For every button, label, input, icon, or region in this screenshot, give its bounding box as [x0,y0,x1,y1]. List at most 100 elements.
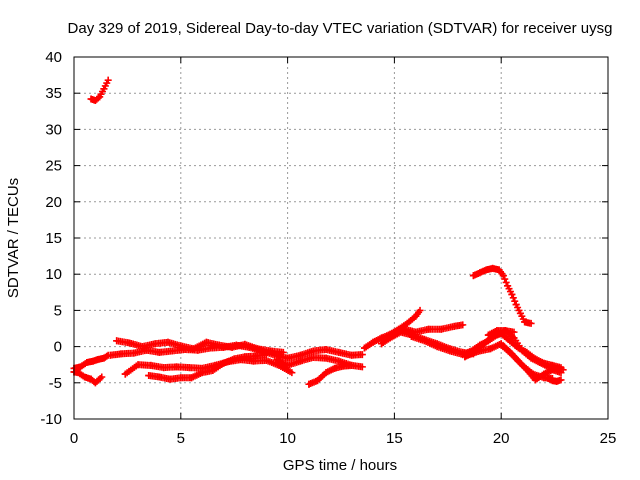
data-point [531,376,539,384]
data-point [241,340,249,348]
data-point [273,356,281,364]
data-point [322,345,330,353]
x-tick-label: 25 [600,430,617,447]
data-point [407,332,415,340]
data-point [425,325,433,333]
data-point [100,354,108,362]
data-point [469,272,477,280]
data-point [228,343,236,351]
y-tick-label: 25 [45,158,62,175]
data-point [459,321,467,329]
data-point [254,345,262,353]
x-tick-label: 5 [177,430,185,447]
data-point [267,347,275,355]
y-tick-label: 5 [54,302,62,319]
data-point [121,370,129,378]
data-point [209,366,217,374]
data-point [296,357,304,365]
data-point [87,375,95,383]
data-point [508,290,516,298]
data-point [495,266,503,274]
series-arc-17 [497,341,565,384]
data-point [504,282,512,290]
data-point [480,340,488,348]
data-point [506,337,514,345]
data-point [91,379,99,387]
data-point [220,359,228,367]
data-point [348,361,356,369]
data-point [557,376,565,384]
data-point [523,366,531,374]
data-point [215,341,223,349]
data-point [360,344,368,352]
data-point [91,96,99,104]
data-point [322,354,330,362]
data-point [113,337,121,345]
data-point [521,318,529,326]
data-point [403,319,411,327]
series-arc-16 [484,327,567,374]
data-point [117,350,125,358]
data-point [506,348,514,356]
data-point [81,373,89,381]
data-point [168,347,176,355]
data-point [358,351,366,359]
x-tick-label: 0 [70,430,78,447]
series-arc-1 [87,76,112,104]
data-point [187,374,195,382]
data-point [126,339,134,347]
data-point [437,325,445,333]
data-point [279,348,287,356]
data-point [230,355,238,363]
data-point [100,85,108,93]
data-point [487,345,495,353]
series-arc-5 [113,337,287,356]
data-point [164,338,172,346]
data-point [104,76,112,84]
data-point [397,328,405,336]
data-point [155,373,163,381]
data-point [335,348,343,356]
data-point [98,373,106,381]
data-point [446,347,454,355]
data-point [76,363,84,371]
data-point [160,364,168,372]
y-tick-label: 40 [45,49,62,66]
data-point [96,93,104,101]
series-arc-19 [544,374,565,385]
data-point [514,357,522,365]
x-axis-label: GPS time / hours [283,457,397,474]
data-point [202,338,210,346]
data-point [412,312,420,320]
data-point [198,369,206,377]
data-point [173,363,181,371]
data-point [87,95,95,103]
series-arc-10 [360,306,424,352]
data-point [130,349,138,357]
data-point [544,374,552,382]
data-point [166,375,174,383]
y-tick-label: 35 [45,85,62,102]
x-tick-label: 20 [493,430,510,447]
data-point [106,351,114,359]
data-point [369,338,377,346]
data-point [416,306,424,314]
data-point [177,342,185,350]
series-arc-6 [121,356,296,378]
data-point [378,340,386,348]
data-point [284,361,292,369]
y-axis-label: SDTVAR / TECUs [5,178,22,298]
y-tick-label: 30 [45,121,62,138]
axis-ticks: 0 5 10 15 20 25 -10 -5 0 5 10 15 20 25 30 35 40 [40,49,616,447]
y-tick-label: -5 [49,375,62,392]
y-tick-label: -10 [40,411,62,428]
series-arc-18 [469,264,535,327]
data-point [314,377,322,385]
data-point [536,359,544,367]
data-point [134,361,142,369]
data-point [512,301,520,309]
data-point [548,366,556,374]
data-point [472,345,480,353]
